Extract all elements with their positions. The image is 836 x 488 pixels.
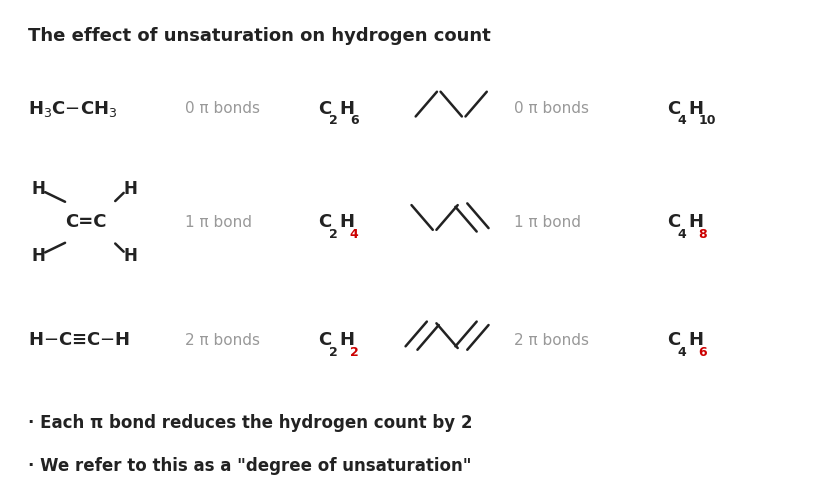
Text: 0 π bonds: 0 π bonds — [186, 102, 261, 117]
Text: 4: 4 — [678, 228, 686, 241]
Text: 2: 2 — [329, 115, 338, 127]
Text: 2 π bonds: 2 π bonds — [513, 333, 589, 348]
Text: H: H — [688, 331, 703, 349]
Text: 4: 4 — [678, 115, 686, 127]
Text: 2: 2 — [329, 228, 338, 241]
Text: H: H — [32, 180, 46, 198]
Text: H$-$C≡C$-$H: H$-$C≡C$-$H — [28, 331, 130, 349]
Text: C: C — [319, 100, 332, 118]
Text: · We refer to this as a "degree of unsaturation": · We refer to this as a "degree of unsat… — [28, 457, 472, 475]
Text: C: C — [319, 331, 332, 349]
Text: H: H — [123, 247, 137, 265]
Text: 1 π bond: 1 π bond — [186, 215, 252, 230]
Text: 4: 4 — [350, 228, 359, 241]
Text: · Each π bond reduces the hydrogen count by 2: · Each π bond reduces the hydrogen count… — [28, 413, 472, 431]
Text: 8: 8 — [699, 228, 707, 241]
Text: H: H — [123, 180, 137, 198]
Text: C: C — [319, 213, 332, 231]
Text: H: H — [688, 100, 703, 118]
Text: H: H — [339, 213, 354, 231]
Text: 2: 2 — [329, 346, 338, 359]
Text: H: H — [688, 213, 703, 231]
Text: The effect of unsaturation on hydrogen count: The effect of unsaturation on hydrogen c… — [28, 27, 491, 45]
Text: 10: 10 — [699, 115, 716, 127]
Text: 6: 6 — [350, 115, 359, 127]
Text: H: H — [339, 331, 354, 349]
Text: 1 π bond: 1 π bond — [513, 215, 580, 230]
Text: C: C — [667, 100, 681, 118]
Text: C: C — [667, 213, 681, 231]
Text: 4: 4 — [678, 346, 686, 359]
Text: H$_3$C$-$CH$_3$: H$_3$C$-$CH$_3$ — [28, 99, 117, 119]
Text: 0 π bonds: 0 π bonds — [513, 102, 589, 117]
Text: 2 π bonds: 2 π bonds — [186, 333, 261, 348]
Text: C=C: C=C — [65, 213, 106, 231]
Text: 6: 6 — [699, 346, 707, 359]
Text: C: C — [667, 331, 681, 349]
Text: H: H — [32, 247, 46, 265]
Text: H: H — [339, 100, 354, 118]
Text: 2: 2 — [350, 346, 359, 359]
